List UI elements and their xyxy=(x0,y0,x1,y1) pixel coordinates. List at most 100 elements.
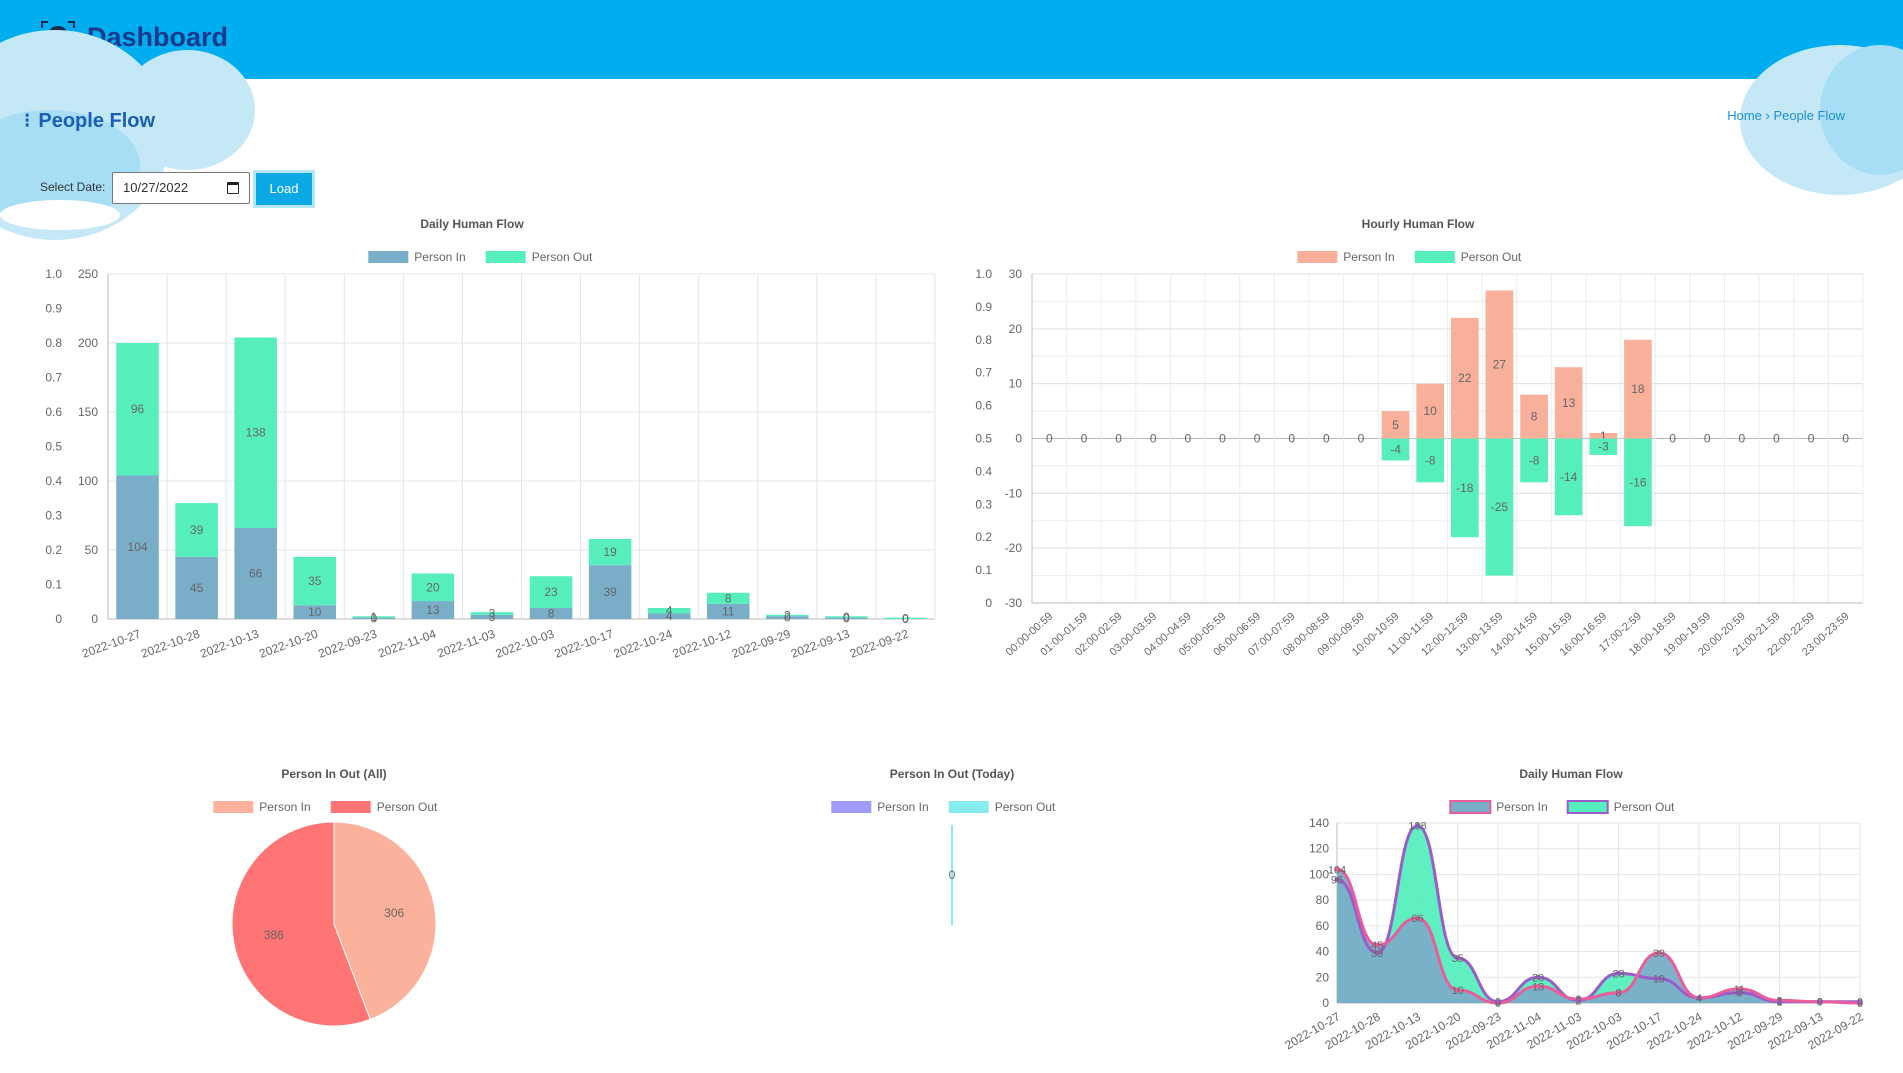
data-point xyxy=(1616,970,1622,976)
data-label: 2 xyxy=(784,609,791,623)
y-tick-label: 250 xyxy=(78,267,98,281)
bar-person-out xyxy=(352,616,396,618)
pie-slice xyxy=(231,821,371,1027)
data-label: 5 xyxy=(1392,418,1399,432)
legend-label: Person Out xyxy=(532,250,593,264)
bar-person-out xyxy=(1624,438,1652,527)
y2-tick-label: 0.2 xyxy=(45,543,62,557)
bar-person-out xyxy=(529,576,573,608)
data-label: 96 xyxy=(1331,875,1343,887)
date-input[interactable]: 10/27/2022 xyxy=(112,172,250,204)
bar-person-in xyxy=(1624,339,1652,439)
data-label: 138 xyxy=(246,426,266,440)
data-point xyxy=(1455,987,1461,993)
data-label: 0 xyxy=(902,612,909,626)
bar-person-out xyxy=(766,614,809,617)
y2-tick-label: 0.9 xyxy=(45,302,62,316)
data-label: 13 xyxy=(426,603,440,617)
data-label: 1 xyxy=(1776,997,1782,1009)
data-label: 0 xyxy=(370,611,377,625)
legend-swatch xyxy=(1297,251,1338,263)
y2-tick-label: 0.5 xyxy=(975,432,992,446)
y-tick-label: 80 xyxy=(1316,893,1330,907)
bar-person-out xyxy=(116,343,159,476)
data-label: 0 xyxy=(1857,997,1863,1009)
legend-label: Person Out xyxy=(377,800,438,814)
legend-label: Person In xyxy=(1343,250,1394,264)
y-tick-label: 20 xyxy=(1316,970,1330,984)
breadcrumb[interactable]: Home › People Flow xyxy=(1727,108,1845,123)
data-label: 0 xyxy=(1817,997,1823,1009)
y-tick-label: -30 xyxy=(1005,596,1023,610)
data-point xyxy=(1575,997,1581,1003)
bar-person-in xyxy=(588,565,632,619)
data-label: 0 xyxy=(843,611,850,625)
y2-tick-label: 0.8 xyxy=(975,333,992,347)
data-label: 0 xyxy=(1808,432,1815,446)
calendar-icon[interactable] xyxy=(227,182,239,194)
bar-person-out xyxy=(825,616,868,618)
y2-tick-label: 0 xyxy=(985,596,992,610)
bar-person-in xyxy=(116,475,159,619)
bar-person-out xyxy=(1381,438,1410,461)
chart-title: Hourly Human Flow xyxy=(1362,217,1475,231)
bar-person-in xyxy=(1589,433,1618,439)
chart-title: Person In Out (All) xyxy=(281,767,386,781)
x-tick-label: 2022-10-27 xyxy=(80,627,143,661)
data-label: 20 xyxy=(1532,972,1544,984)
person-in-out-today-chart: Person In Out (Today) Person In Person Out… xyxy=(680,755,1220,1065)
area-person-in xyxy=(1337,869,1860,1003)
page-title: ⁝ People Flow xyxy=(24,108,155,133)
data-label: 11 xyxy=(1734,984,1745,996)
bar-person-out xyxy=(175,503,218,557)
data-point xyxy=(1777,999,1783,1005)
data-label: 0 xyxy=(1288,432,1295,446)
legend-swatch xyxy=(485,251,526,263)
x-tick-label: 2022-10-03 xyxy=(494,627,557,661)
legend-swatch xyxy=(1566,800,1609,814)
data-label: 20 xyxy=(426,580,440,594)
data-point xyxy=(1535,983,1541,989)
data-label: 96 xyxy=(131,402,145,416)
data-label: 19 xyxy=(603,545,617,559)
data-label: 13 xyxy=(1562,396,1576,410)
legend-label: Person In xyxy=(877,800,928,814)
data-label: 0 xyxy=(1773,432,1780,446)
y-tick-label: 0 xyxy=(1322,996,1329,1010)
bar-person-in xyxy=(1554,367,1583,439)
bar-person-in xyxy=(1450,317,1479,439)
data-label: 39 xyxy=(1653,948,1665,960)
y2-tick-label: 0.7 xyxy=(45,371,62,385)
x-tick-label: 2022-09-29 xyxy=(730,627,793,661)
data-point xyxy=(1535,974,1541,980)
y2-tick-label: 0.1 xyxy=(975,563,992,577)
data-label: 0 xyxy=(784,611,791,625)
legend-swatch xyxy=(1414,251,1455,263)
y2-tick-label: 1.0 xyxy=(45,267,62,281)
y2-tick-label: 0.9 xyxy=(975,300,992,314)
bar-person-out xyxy=(1520,438,1548,483)
x-tick-label: 2022-09-13 xyxy=(789,627,852,661)
data-label: 104 xyxy=(1328,864,1346,876)
y2-tick-label: 0.7 xyxy=(975,366,992,380)
x-tick-label: 2022-10-17 xyxy=(553,627,616,661)
x-tick-label: 2022-09-22 xyxy=(848,627,911,661)
data-label: 0 xyxy=(1081,432,1088,446)
data-label: 0 xyxy=(1842,432,1849,446)
bar-person-in xyxy=(1381,411,1410,439)
page-title-text: People Flow xyxy=(38,110,156,132)
data-label: 10 xyxy=(1452,985,1464,997)
y2-tick-label: 0.2 xyxy=(975,530,992,544)
data-label: 1 xyxy=(1600,429,1607,443)
y2-tick-label: 0.6 xyxy=(975,399,992,413)
chart-title: Daily Human Flow xyxy=(420,217,524,231)
data-label: 104 xyxy=(128,540,148,554)
x-tick-label: 2022-11-03 xyxy=(435,627,497,661)
data-label: 0 xyxy=(1669,432,1676,446)
bar-person-out xyxy=(706,592,750,604)
data-label: 0 xyxy=(1115,432,1122,446)
x-tick-label: 2022-11-04 xyxy=(376,627,438,661)
load-button[interactable]: Load xyxy=(253,170,315,208)
bar-person-out xyxy=(293,556,337,606)
bar-person-in xyxy=(175,556,218,619)
